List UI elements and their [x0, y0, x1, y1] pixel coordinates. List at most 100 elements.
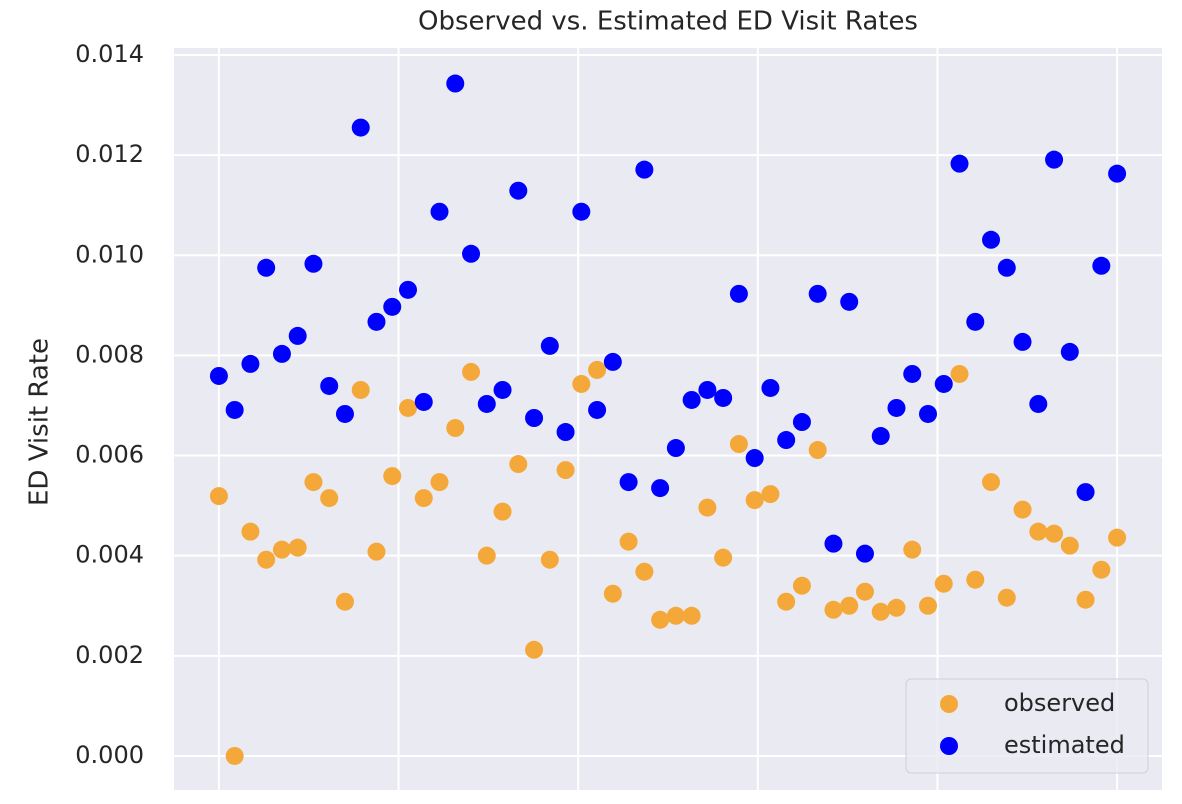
point: [871, 602, 890, 621]
point: [729, 435, 748, 454]
point: [414, 489, 433, 508]
point: [462, 362, 481, 381]
point: [682, 606, 701, 625]
point: [777, 592, 796, 611]
point: [729, 284, 748, 303]
point: [304, 254, 323, 273]
point: [808, 284, 827, 303]
point: [635, 562, 654, 581]
point: [824, 534, 843, 553]
point: [288, 326, 307, 345]
point: [399, 280, 417, 299]
legend: [905, 678, 1149, 774]
point: [651, 610, 670, 629]
point: [1108, 528, 1127, 547]
point: [335, 592, 354, 611]
point: [351, 118, 370, 137]
point: [777, 431, 796, 450]
point: [635, 160, 654, 179]
point: [320, 489, 339, 508]
y-tick-label: 0.012: [75, 140, 144, 168]
point: [493, 502, 512, 521]
y-tick-label: 0.006: [75, 441, 144, 469]
point: [209, 487, 228, 506]
point: [808, 441, 827, 460]
point: [493, 380, 512, 399]
point: [477, 546, 496, 565]
point: [509, 455, 528, 474]
point: [682, 390, 701, 409]
point: [1092, 256, 1111, 275]
point: [556, 461, 575, 480]
point: [966, 312, 985, 331]
point: [241, 354, 260, 373]
point: [446, 74, 465, 93]
point: [525, 640, 544, 659]
point: [351, 380, 370, 399]
point: [288, 538, 307, 557]
point: [588, 360, 607, 379]
point: [272, 540, 291, 559]
point: [903, 364, 922, 383]
point: [824, 600, 843, 619]
chart-title: Observed vs. Estimated ED Visit Rates: [418, 7, 918, 37]
point: [304, 473, 323, 492]
legend-marker: [940, 737, 958, 755]
legend-label: estimated: [1004, 731, 1125, 759]
point: [666, 606, 685, 625]
point: [383, 297, 402, 316]
point: [320, 376, 339, 395]
point: [982, 230, 1001, 249]
point: [666, 439, 685, 458]
point: [272, 344, 291, 363]
point: [651, 479, 670, 498]
point: [540, 550, 559, 569]
point: [1013, 500, 1032, 519]
point: [966, 570, 985, 589]
point: [714, 548, 733, 567]
point: [855, 582, 874, 601]
point: [572, 374, 591, 393]
point: [887, 398, 906, 417]
point: [367, 542, 386, 561]
point: [1060, 536, 1079, 555]
y-tick-label: 0.014: [75, 40, 144, 68]
point: [840, 292, 859, 311]
point: [761, 378, 780, 397]
point: [414, 392, 433, 411]
point: [588, 400, 607, 419]
point: [335, 404, 354, 423]
point: [603, 352, 622, 371]
point: [367, 312, 386, 331]
point: [871, 427, 890, 446]
y-tick-label: 0.004: [75, 541, 144, 569]
point: [241, 522, 260, 541]
point: [462, 244, 481, 263]
point: [446, 419, 465, 438]
point: [525, 408, 544, 427]
point: [997, 588, 1016, 607]
point: [619, 532, 638, 551]
point: [792, 413, 811, 432]
point: [1092, 560, 1111, 579]
point: [1029, 394, 1048, 413]
y-tick-label: 0.010: [75, 240, 144, 268]
point: [540, 336, 559, 355]
point: [509, 181, 528, 200]
point: [430, 202, 449, 221]
point: [792, 576, 811, 595]
point: [257, 550, 276, 569]
point: [950, 364, 969, 383]
point: [919, 596, 937, 615]
point: [225, 746, 244, 765]
point: [209, 366, 228, 385]
point: [399, 398, 417, 417]
legend-label: observed: [1004, 689, 1115, 717]
point: [934, 374, 953, 393]
point: [603, 584, 622, 603]
point: [1045, 150, 1064, 169]
point: [745, 491, 764, 510]
point: [934, 574, 953, 593]
y-axis-label: ED Visit Rate: [25, 338, 55, 506]
legend-marker: [940, 695, 958, 713]
